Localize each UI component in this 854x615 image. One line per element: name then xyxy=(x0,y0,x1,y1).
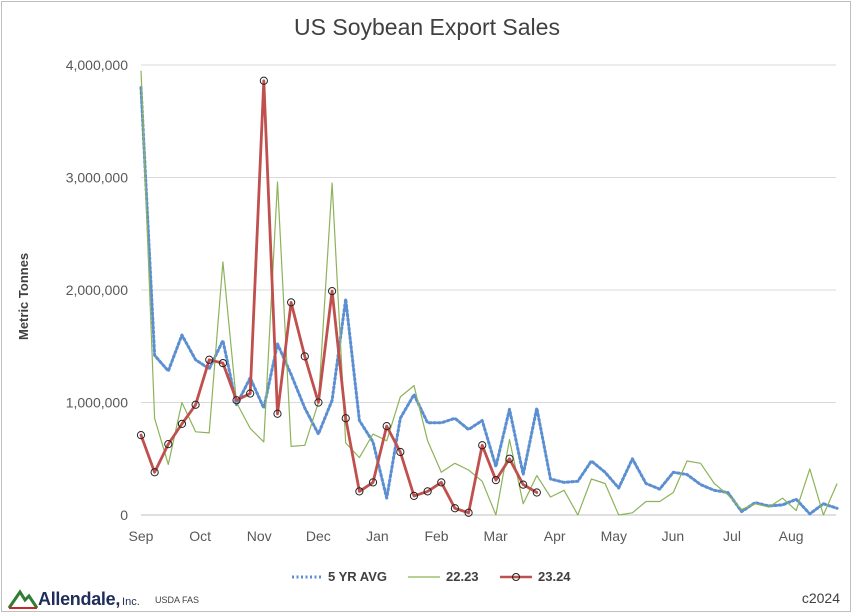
legend-item-5yr-avg: 5 YR AVG xyxy=(292,569,387,584)
data-point-23-24 xyxy=(246,389,255,398)
data-point-23-24 xyxy=(355,487,364,496)
x-tick-label: Aug xyxy=(779,528,804,544)
legend-item-23-24: 23.24 xyxy=(500,569,571,584)
x-tick-label: Apr xyxy=(544,528,566,544)
data-point-23-24 xyxy=(519,480,528,489)
y-tick-label: 2,000,000 xyxy=(66,282,128,298)
data-point-23-24 xyxy=(314,398,323,407)
legend-swatch-22-23 xyxy=(408,575,440,578)
data-point-23-24 xyxy=(232,396,241,405)
data-point-23-24 xyxy=(259,76,268,85)
x-tick-label: Oct xyxy=(189,528,211,544)
data-point-23-24 xyxy=(396,447,405,457)
data-point-23-24 xyxy=(532,488,541,497)
data-point-23-24 xyxy=(205,355,214,364)
legend-label-5yr-avg: 5 YR AVG xyxy=(328,569,388,584)
x-tick-label: Mar xyxy=(484,528,508,544)
data-point-23-24 xyxy=(478,441,487,450)
series-line-23-24 xyxy=(139,79,539,515)
data-point-23-24 xyxy=(409,491,419,500)
x-tick-label: Jun xyxy=(662,528,685,544)
legend-label-23-24: 23.24 xyxy=(538,569,571,584)
data-point-23-24 xyxy=(423,487,432,496)
data-point-23-24 xyxy=(450,504,460,513)
data-point-23-24 xyxy=(177,419,187,428)
data-point-23-24 xyxy=(382,422,391,431)
y-tick-label: 4,000,000 xyxy=(66,57,128,73)
data-point-23-24 xyxy=(136,431,146,440)
legend-item-22-23: 22.23 xyxy=(408,569,479,584)
data-point-23-24 xyxy=(287,298,296,307)
data-point-23-24 xyxy=(191,400,200,409)
x-tick-label: Nov xyxy=(247,528,272,544)
x-tick-label: Feb xyxy=(424,528,448,544)
legend-swatch-23-24 xyxy=(500,572,532,581)
copyright-note: c2024 xyxy=(801,590,840,606)
data-point-23-24 xyxy=(327,287,337,296)
y-tick-label: 1,000,000 xyxy=(66,395,128,411)
y-tick-label: 3,000,000 xyxy=(66,170,128,186)
x-tick-label: Jan xyxy=(366,528,389,544)
logo-suffix: Inc. xyxy=(122,596,140,608)
x-tick-label: Dec xyxy=(306,528,331,544)
legend-swatch-5yr-avg xyxy=(292,575,322,578)
data-point-23-24 xyxy=(505,454,514,463)
series-line-22-23 xyxy=(140,70,838,516)
data-point-23-24 xyxy=(300,352,309,361)
data-point-23-24 xyxy=(491,476,500,485)
data-point-23-24 xyxy=(273,409,282,418)
allendale-logo-mark xyxy=(8,589,38,609)
data-point-23-24 xyxy=(150,468,159,477)
x-tick-label: May xyxy=(601,528,627,544)
source-note: USDA FAS xyxy=(155,595,200,605)
series-line-5-yr-avg xyxy=(139,86,839,516)
x-tick-label: Jul xyxy=(723,528,741,544)
x-tick-label: Sep xyxy=(129,528,154,544)
data-point-23-24 xyxy=(341,414,350,423)
data-point-23-24 xyxy=(218,359,227,368)
chart-title: US Soybean Export Sales xyxy=(294,14,560,40)
data-point-23-24 xyxy=(437,478,446,487)
y-tick-label: 0 xyxy=(120,507,128,523)
data-point-23-24 xyxy=(164,440,173,449)
data-point-23-24 xyxy=(368,478,378,487)
data-point-23-24 xyxy=(464,508,473,517)
allendale-logo: Allendale, Inc. xyxy=(8,588,140,610)
legend-label-22-23: 22.23 xyxy=(446,569,479,584)
logo-text: Allendale, xyxy=(38,589,121,609)
